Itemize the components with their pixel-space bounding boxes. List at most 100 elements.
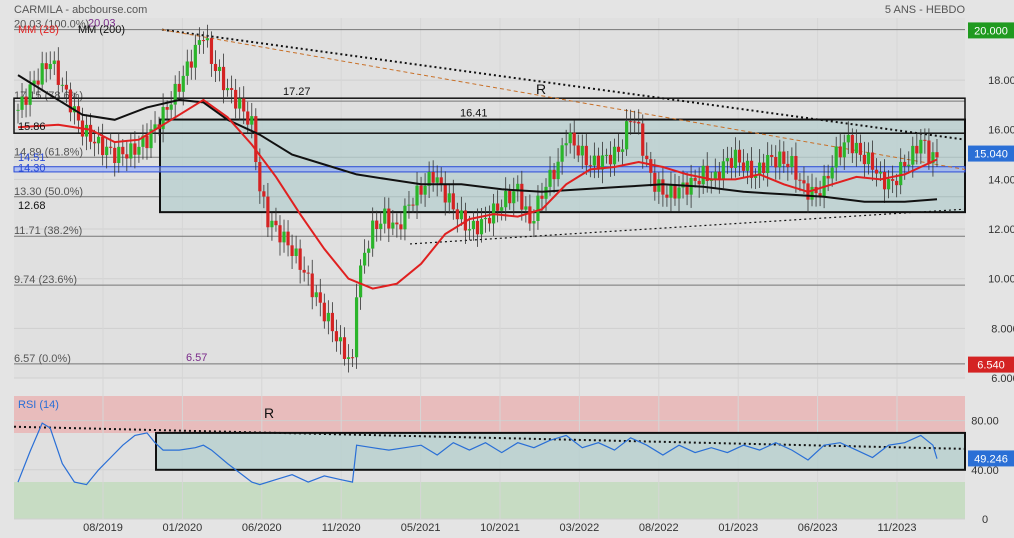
price-badge <box>968 22 1014 39</box>
level-label: 20.03 <box>88 18 116 30</box>
candle-body <box>556 161 560 180</box>
candle-body <box>665 194 669 198</box>
candle-body <box>612 146 617 165</box>
candle-body <box>330 312 334 332</box>
candle-body <box>274 220 278 226</box>
candle-body <box>234 89 238 109</box>
candle-body <box>375 220 379 230</box>
price-badge-text: 20.000 <box>974 25 1008 37</box>
candle-body <box>205 38 210 41</box>
candle-body <box>28 84 32 105</box>
candle-body <box>842 142 846 158</box>
candle-body <box>113 147 117 164</box>
date-tick-label: 10/2021 <box>480 522 520 534</box>
candle-body <box>649 159 653 173</box>
candle-body <box>487 217 492 224</box>
candle-body <box>753 175 758 178</box>
level-label: 16.41 <box>460 108 488 120</box>
candle-body <box>701 165 705 185</box>
candle-body <box>169 104 173 110</box>
candle-body <box>620 149 625 152</box>
candle-body <box>391 222 395 229</box>
rsi-range-box <box>155 431 966 471</box>
candle-body <box>197 40 201 45</box>
candle-body <box>717 171 721 181</box>
date-tick-label: 01/2023 <box>718 522 758 534</box>
mm200-line <box>17 74 938 203</box>
candle-body <box>459 210 463 220</box>
candle-body <box>774 156 778 168</box>
fibonacci-label: 6.57 (0.0%) <box>14 353 71 365</box>
date-tick-label: 05/2021 <box>401 522 441 534</box>
candlesticks <box>16 24 939 373</box>
rsi-series <box>17 422 938 486</box>
candle-body <box>931 152 935 164</box>
candle-body <box>419 185 423 195</box>
candle-body <box>298 248 302 270</box>
candle-body <box>552 169 556 180</box>
candle-body <box>741 162 746 171</box>
candle-body <box>451 193 455 210</box>
candle-body <box>778 151 782 168</box>
level-label: 15.86 <box>18 121 46 133</box>
candle-body <box>56 60 60 85</box>
candle-body <box>258 162 262 192</box>
candle-body <box>60 84 64 86</box>
date-tick-label: 01/2020 <box>163 522 203 534</box>
candle-body <box>504 190 508 208</box>
candle-body <box>383 208 387 224</box>
candle-body <box>354 297 359 358</box>
candle-body <box>826 175 830 179</box>
candle-body <box>189 61 193 68</box>
fibonacci-label: 9.74 (23.6%) <box>14 274 77 286</box>
candle-body <box>564 143 568 146</box>
candle-body <box>88 124 93 142</box>
fibonacci-label: 20.03 (100.0%) <box>14 19 89 31</box>
candle-body <box>431 171 435 183</box>
candle-body <box>209 38 214 64</box>
candle-body <box>318 292 322 303</box>
candle-body <box>36 80 40 85</box>
candle-body <box>342 337 347 359</box>
candle-body <box>387 208 391 229</box>
upper-range-box <box>13 97 966 134</box>
candle-body <box>129 143 133 159</box>
candle-body <box>371 220 375 249</box>
candle-body <box>600 155 605 170</box>
candle-body <box>483 217 488 220</box>
candle-body <box>358 265 363 298</box>
candle-body <box>266 196 270 228</box>
fibonacci-label: 14.89 (61.8%) <box>14 146 83 158</box>
level-label: 14.51 <box>18 152 46 164</box>
candle-body <box>84 124 89 137</box>
candle-body <box>919 139 923 154</box>
candle-body <box>395 222 399 225</box>
candle-body <box>68 89 72 113</box>
candle-body <box>786 163 790 168</box>
candle-body <box>645 155 649 160</box>
candle-body <box>616 146 621 152</box>
candle-body <box>40 63 44 85</box>
candle-body <box>334 331 339 342</box>
candle-body <box>64 84 68 90</box>
candle-body <box>290 245 294 257</box>
candle-body <box>306 272 310 274</box>
candle-body <box>604 154 609 156</box>
candle-body <box>225 88 230 91</box>
candle-body <box>794 155 798 180</box>
candle-body <box>850 134 854 154</box>
candle-body <box>479 219 484 235</box>
candle-body <box>544 186 548 199</box>
candle-body <box>496 203 500 211</box>
candle-body <box>592 155 596 166</box>
candle-body <box>572 132 576 146</box>
price-tick-label: 16.000 <box>988 125 1014 137</box>
candle-body <box>286 231 290 246</box>
candle-body <box>177 83 181 92</box>
candle-body <box>322 302 326 322</box>
candle-body <box>846 134 850 143</box>
consolidation-zones <box>13 28 966 471</box>
candle-body <box>733 149 738 168</box>
